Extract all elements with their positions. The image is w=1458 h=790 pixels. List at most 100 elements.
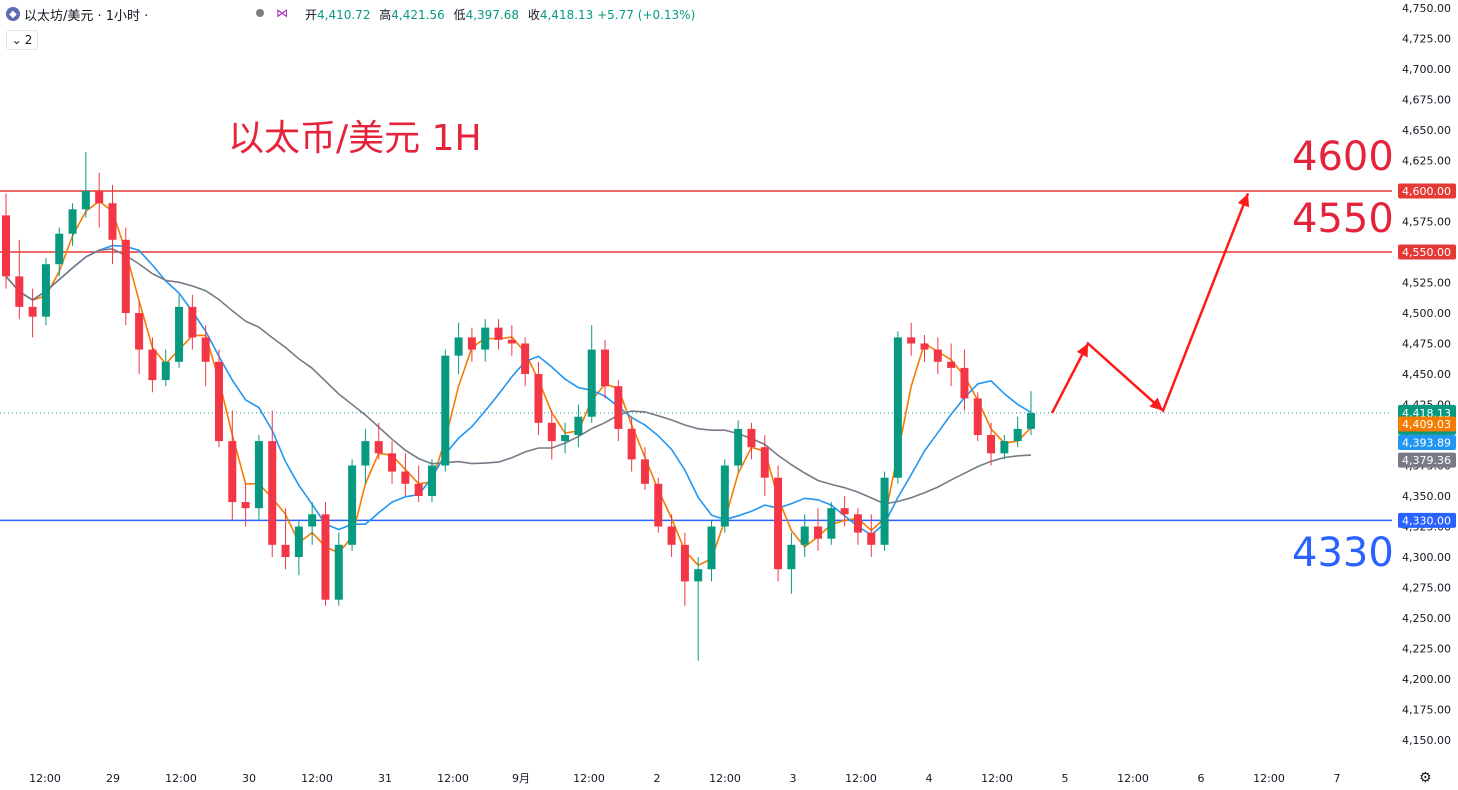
price-tick-label: 4,450.00 [1402, 368, 1451, 381]
price-tick-label: 4,675.00 [1402, 94, 1451, 107]
eye-dot-icon[interactable] [256, 9, 264, 17]
candle-body [481, 327, 490, 350]
symbol-header[interactable]: ◆ 以太坊/美元 · 1小时 · [6, 4, 148, 24]
candle-body [933, 349, 942, 362]
indicators-collapse-button[interactable]: ⌄ 2 [6, 30, 38, 50]
candle-body [294, 526, 303, 557]
moving-averages-layer [5, 200, 1032, 567]
time-tick-label: 2 [654, 772, 661, 785]
gear-icon[interactable]: ⚙ [1419, 770, 1432, 786]
candle-body [214, 361, 223, 442]
price-tick-label: 4,625.00 [1402, 155, 1451, 168]
time-tick-label: 4 [926, 772, 933, 785]
support-label-4330: 4330 [1292, 530, 1394, 576]
candle-body [68, 209, 77, 234]
projection-arrowhead [1237, 193, 1250, 208]
candle-body [454, 337, 463, 356]
low-value: 4,397.68 [465, 8, 520, 22]
candle-body [587, 349, 596, 417]
time-tick-label: 30 [242, 772, 256, 785]
candle-body [907, 337, 916, 344]
price-tick-label: 4,175.00 [1402, 704, 1451, 717]
time-tick-label: 7 [1334, 772, 1341, 785]
candle-body [720, 465, 729, 527]
candle-body [627, 428, 636, 460]
candle-body [268, 441, 277, 545]
candle-body [960, 367, 969, 399]
candle-body [81, 191, 90, 210]
ethereum-icon: ◆ [6, 7, 20, 21]
low-label: 低 [453, 8, 466, 22]
ma-mid-tag-bg [1398, 434, 1456, 450]
candle-body [28, 306, 37, 317]
price-tag-4330-bg [1398, 512, 1456, 528]
price-axis-layer: 4,150.00 4,175.00 4,200.00 4,225.00 4,250.00… [1392, 0, 1458, 790]
time-tick-label: 5 [1062, 772, 1069, 785]
price-tick-label: 4,300.00 [1402, 551, 1451, 564]
candle-body [281, 544, 290, 557]
candle-body [254, 441, 263, 509]
candle-body [521, 343, 530, 374]
price-tick-label: 4,700.00 [1402, 63, 1451, 76]
ma-slow-line [5, 248, 1032, 505]
candle-body [1013, 428, 1022, 442]
price-tick-label: 4,750.00 [1402, 2, 1451, 15]
candle-body [334, 544, 343, 600]
candle-body [814, 526, 823, 539]
resistance-label-4550: 4550 [1292, 196, 1394, 242]
candle-body [175, 306, 184, 362]
candle-body [148, 349, 157, 381]
candle-body [840, 508, 849, 515]
ma-slow-tag: 4,379.36 [1402, 454, 1451, 467]
candle-body [321, 514, 330, 600]
candle-body [694, 569, 703, 582]
time-tick-label: 29 [106, 772, 120, 785]
candle-body [800, 526, 809, 545]
candle-body [640, 459, 649, 484]
candle-body [494, 327, 503, 340]
time-tick-label: 6 [1198, 772, 1205, 785]
candle-body [467, 337, 476, 350]
candle-body [574, 416, 583, 435]
price-tick-label: 4,525.00 [1402, 277, 1451, 290]
candle-body [614, 386, 623, 429]
candle-body [987, 435, 996, 454]
ma-fast-tag: 4,409.03 [1402, 418, 1451, 431]
share-icon[interactable]: ⋈ [276, 6, 288, 20]
time-tick-label: 12:00 [437, 772, 469, 785]
candle-body [534, 374, 543, 423]
candle-body [241, 502, 250, 509]
price-tick-label: 4,575.00 [1402, 216, 1451, 229]
candle-body [201, 337, 210, 362]
candle-body [601, 349, 610, 387]
price-tag-4600: 4,600.00 [1402, 185, 1451, 198]
candle-body [308, 514, 317, 527]
candle-body [374, 441, 383, 454]
time-tick-label: 9月 [512, 772, 530, 785]
symbol-title[interactable]: 以太坊/美元 · 1小时 · [24, 8, 149, 24]
time-tick-label: 12:00 [709, 772, 741, 785]
price-tick-label: 4,350.00 [1402, 490, 1451, 503]
candle-body [707, 526, 716, 570]
candle-body [867, 532, 876, 545]
annotations-layer: 以太币/美元 1H 4600 4550 4330 [228, 118, 1394, 576]
close-label: 收 [527, 8, 540, 22]
candle-body [920, 343, 929, 350]
ma-slow-tag-bg [1398, 452, 1456, 468]
price-tag-4330: 4,330.00 [1402, 514, 1451, 527]
candle-body [361, 441, 370, 466]
candle-body [108, 203, 117, 240]
candle-body [507, 339, 516, 344]
high-label: 高 [379, 8, 392, 22]
candle-body [947, 361, 956, 368]
change-value: +5.77 (+0.13%) [597, 8, 696, 22]
price-tick-label: 4,475.00 [1402, 338, 1451, 351]
ma-mid-tag: 4,393.89 [1402, 436, 1451, 449]
candle-body [414, 483, 423, 496]
candle-body [55, 233, 64, 265]
high-value: 4,421.56 [391, 8, 445, 22]
header-icons[interactable]: ⋈ [250, 4, 294, 22]
time-tick-label: 12:00 [29, 772, 61, 785]
price-tick-label: 4,150.00 [1402, 734, 1451, 747]
